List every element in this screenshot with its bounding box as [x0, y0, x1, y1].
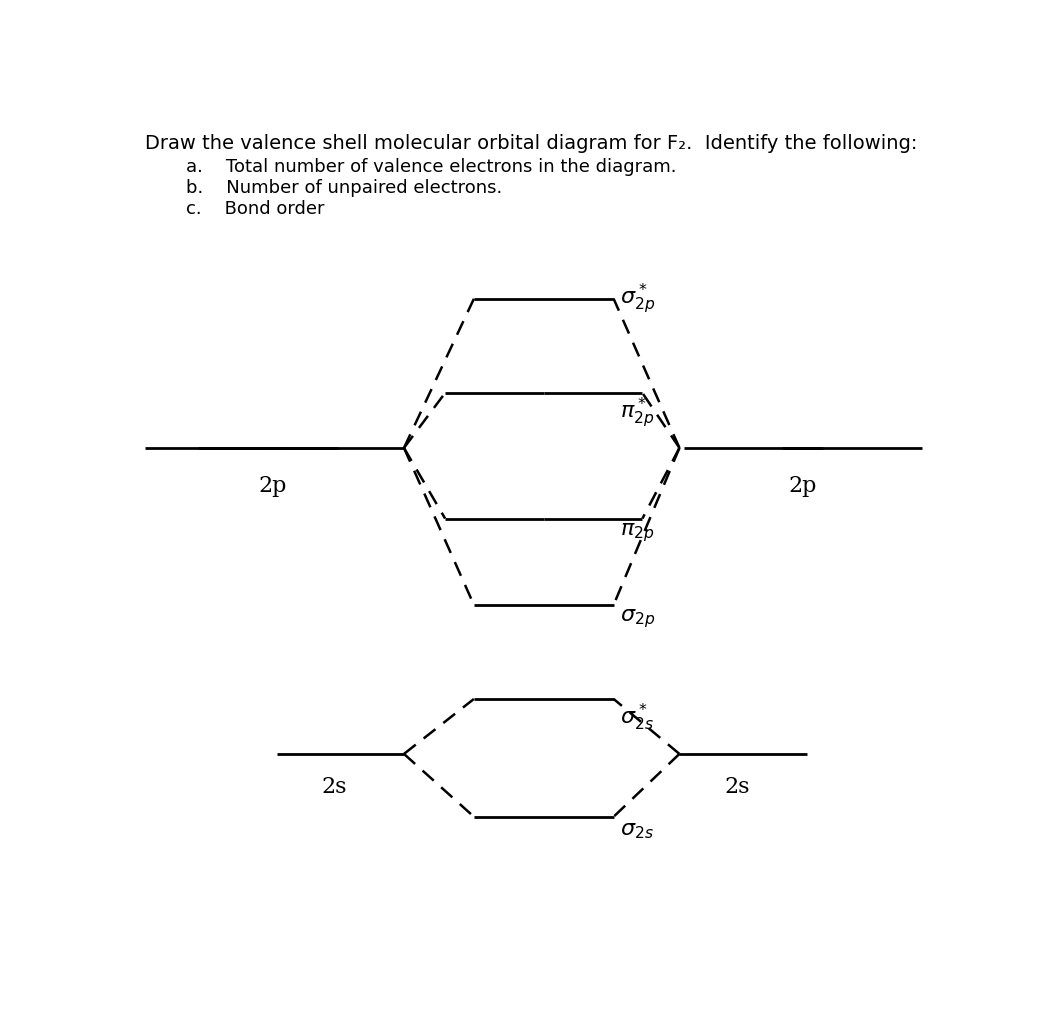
- Text: $\sigma^*_{2p}$: $\sigma^*_{2p}$: [621, 281, 656, 316]
- Text: a.    Total number of valence electrons in the diagram.: a. Total number of valence electrons in …: [186, 158, 677, 175]
- Text: $\sigma_{2s}$: $\sigma_{2s}$: [621, 819, 654, 841]
- Text: c.    Bond order: c. Bond order: [186, 200, 325, 218]
- Text: $\sigma^*_{2s}$: $\sigma^*_{2s}$: [621, 701, 654, 733]
- Text: $\pi^*_{2p}$: $\pi^*_{2p}$: [621, 395, 655, 430]
- Text: Draw the valence shell molecular orbital diagram for F₂.  Identify the following: Draw the valence shell molecular orbital…: [145, 135, 918, 153]
- Text: 2s: 2s: [725, 775, 750, 798]
- Text: 2s: 2s: [321, 775, 347, 798]
- Text: 2p: 2p: [788, 476, 817, 497]
- Text: $\pi_{2p}$: $\pi_{2p}$: [621, 521, 655, 544]
- Text: b.    Number of unpaired electrons.: b. Number of unpaired electrons.: [186, 178, 502, 197]
- Text: $\sigma_{2p}$: $\sigma_{2p}$: [621, 607, 656, 630]
- Text: 2p: 2p: [258, 476, 286, 497]
